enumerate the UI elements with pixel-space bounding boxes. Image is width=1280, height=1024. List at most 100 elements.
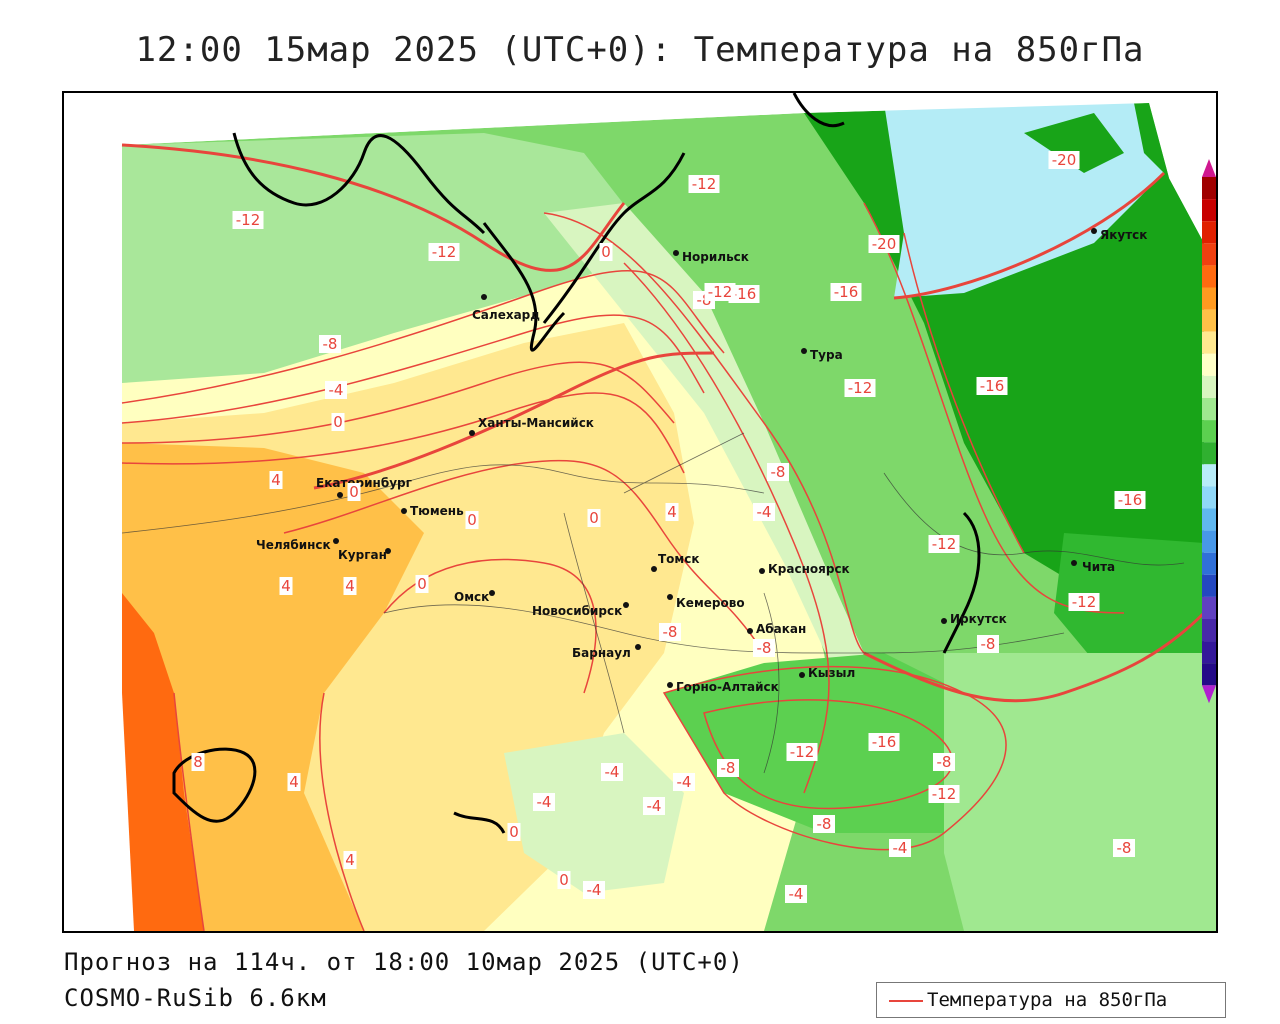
isotherm-label: -4 xyxy=(587,881,602,899)
colorbar-swatch xyxy=(1202,265,1216,288)
isotherm-label: -20 xyxy=(1052,151,1077,169)
city-label: Курган xyxy=(338,548,387,562)
isotherm-label-bg xyxy=(415,575,429,593)
isotherm-label: 0 xyxy=(601,243,611,261)
isotherm-label: -12 xyxy=(708,283,733,301)
isotherm-label-bg xyxy=(601,763,623,781)
isotherm-label-bg xyxy=(673,773,695,791)
colorbar-swatch xyxy=(1202,596,1216,619)
isotherm-lines xyxy=(121,202,1125,931)
isotherm-label-bg xyxy=(785,885,807,903)
isotherm-label-bg xyxy=(767,463,789,481)
isotherm-label-bg xyxy=(868,733,900,751)
coastline xyxy=(172,93,981,834)
city-dot xyxy=(1091,228,1097,234)
city-dot xyxy=(481,294,487,300)
isotherm-label-bg xyxy=(704,283,736,301)
isotherm-label-bg xyxy=(868,235,900,253)
pale-green-south xyxy=(504,733,684,893)
isotherm-label: -12 xyxy=(432,243,457,261)
isotherm-label: -4 xyxy=(757,503,772,521)
city-dot xyxy=(667,682,673,688)
city-label: Ханты-Мансийск xyxy=(478,416,594,430)
city-dot xyxy=(759,568,765,574)
colorbar-swatch xyxy=(1202,464,1216,487)
isotherm-label: -4 xyxy=(537,793,552,811)
isotherm-label: 0 xyxy=(467,511,477,529)
isotherm-label-bg xyxy=(583,881,605,899)
colorbar-swatch xyxy=(1202,398,1216,421)
isotherm-label-bg xyxy=(1048,151,1080,169)
city-label: Екатеринбург xyxy=(316,476,412,490)
isotherm-label: -16 xyxy=(834,283,859,301)
isotherm-label-bg xyxy=(232,211,264,229)
isotherm-label: -8 xyxy=(937,753,952,771)
city-label: Челябинск xyxy=(256,538,331,552)
isotherm-label: -12 xyxy=(932,785,957,803)
isotherm-label-bg xyxy=(325,381,347,399)
city-dot xyxy=(489,590,495,596)
isotherm-label-bg xyxy=(507,823,521,841)
legend-line-swatch xyxy=(889,1000,923,1002)
isotherm-label-bg xyxy=(279,577,293,595)
colorbar-swatch xyxy=(1202,508,1216,531)
isotherm-label: -4 xyxy=(329,381,344,399)
isotherm-label-bg xyxy=(587,509,601,527)
city-label: Кызыл xyxy=(808,666,855,680)
city-dot xyxy=(469,430,475,436)
city-label: Новосибирск xyxy=(532,604,622,618)
isotherm-label: -12 xyxy=(692,175,717,193)
isotherm-label-bg xyxy=(287,773,301,791)
mountain-cold-region xyxy=(664,653,984,833)
colorbar-swatch xyxy=(1202,221,1216,244)
isotherm-label: -16 xyxy=(732,285,757,303)
city-label: Омск xyxy=(454,590,489,604)
colorbar-top-arrow xyxy=(1202,159,1216,177)
isotherm-label: -20 xyxy=(872,235,897,253)
legend: Температура на 850гПа xyxy=(876,982,1226,1018)
orange-region xyxy=(122,593,204,931)
isotherm-label: 4 xyxy=(289,773,299,791)
isotherm-label-bg xyxy=(465,511,479,529)
forecast-info: Прогноз на 114ч. от 18:00 10мар 2025 (UT… xyxy=(64,948,744,976)
city-dot xyxy=(333,538,339,544)
isotherm-label-bg xyxy=(753,503,775,521)
colorbar-swatch xyxy=(1202,375,1216,398)
city-markers: Салехард Норильск Тура Якутск Ханты-Мансийск… xyxy=(256,228,1147,694)
city-dot xyxy=(623,602,629,608)
isotherm-label-bg xyxy=(643,797,665,815)
isotherm-label: -12 xyxy=(848,379,873,397)
city-label: Якутск xyxy=(1100,228,1147,242)
south-east-green xyxy=(944,653,1216,931)
isotherm-label: -12 xyxy=(932,535,957,553)
chart-title: 12:00 15мар 2025 (UTC+0): Температура на… xyxy=(135,30,1145,70)
city-dot xyxy=(635,644,641,650)
outside-left xyxy=(64,93,122,931)
colorbar-swatch xyxy=(1202,243,1216,266)
colorbar: 2824201612840-4-8-12-16-20-24-28-32-36-4… xyxy=(1202,159,1216,704)
city-dot xyxy=(385,548,391,554)
city-dot xyxy=(337,492,343,498)
city-label: Чита xyxy=(1082,560,1115,574)
isotherm-label: 0 xyxy=(417,575,427,593)
isotherm-label-bg xyxy=(753,639,775,657)
isotherm-label-bg xyxy=(599,243,613,261)
isotherm-label-bg xyxy=(933,753,955,771)
isotherm-label-bg xyxy=(191,753,205,771)
isotherm-label-bg xyxy=(889,839,911,857)
isotherm-label: 4 xyxy=(281,577,291,595)
isotherm-label: -4 xyxy=(605,763,620,781)
outside-bottom-left xyxy=(64,693,134,931)
city-label: Кемерово xyxy=(676,596,745,610)
isotherm-label: -8 xyxy=(323,335,338,353)
isotherm-label: 0 xyxy=(509,823,519,841)
isotherm-label-bg xyxy=(665,503,679,521)
isotherm-label: 4 xyxy=(271,471,281,489)
isotherm-label: -8 xyxy=(771,463,786,481)
colorbar-swatch xyxy=(1202,353,1216,376)
city-label: Салехард xyxy=(472,308,540,322)
city-dot xyxy=(1071,560,1077,566)
colorbar-swatch xyxy=(1202,331,1216,354)
isotherm-label: -4 xyxy=(677,773,692,791)
